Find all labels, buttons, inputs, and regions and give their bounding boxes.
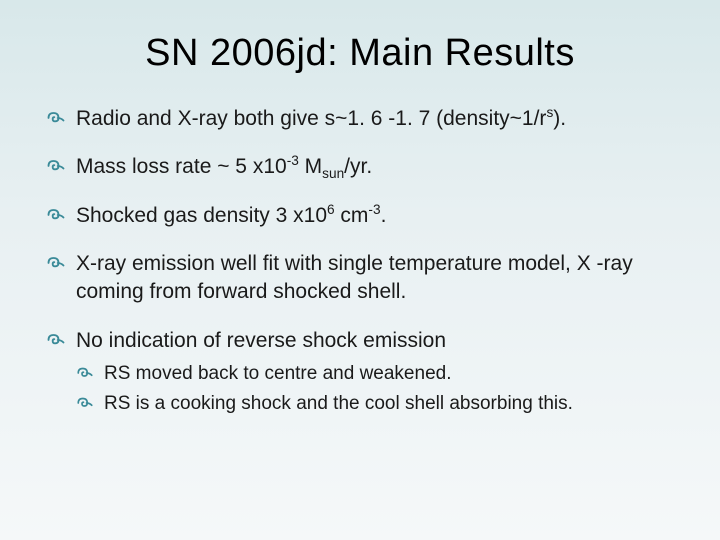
bullet-item: Mass loss rate ~ 5 x10-3 Msun/yr. xyxy=(46,153,674,181)
sub-bullet-text: RS moved back to centre and weakened. xyxy=(104,363,451,384)
bullet-text: No indication of reverse shock emission xyxy=(76,329,446,352)
bullet-item: No indication of reverse shock emission … xyxy=(46,327,674,417)
sub-bullet-item: RS moved back to centre and weakened. xyxy=(76,361,674,387)
bullet-text: Mass loss rate ~ 5 x10-3 Msun/yr. xyxy=(76,155,372,178)
sub-bullet-item: RS is a cooking shock and the cool shell… xyxy=(76,391,674,417)
sub-bullet-text: RS is a cooking shock and the cool shell… xyxy=(104,393,573,414)
bullet-item: X-ray emission well fit with single temp… xyxy=(46,250,674,307)
bullet-list: Radio and X-ray both give s~1. 6 -1. 7 (… xyxy=(46,105,674,416)
bullet-item: Radio and X-ray both give s~1. 6 -1. 7 (… xyxy=(46,105,674,133)
bullet-item: Shocked gas density 3 x106 cm-3. xyxy=(46,202,674,230)
slide-title: SN 2006jd: Main Results xyxy=(46,32,674,75)
sub-bullet-list: RS moved back to centre and weakened. RS… xyxy=(76,361,674,416)
bullet-text: Radio and X-ray both give s~1. 6 -1. 7 (… xyxy=(76,107,566,130)
bullet-text: X-ray emission well fit with single temp… xyxy=(76,252,633,303)
bullet-text: Shocked gas density 3 x106 cm-3. xyxy=(76,204,386,227)
